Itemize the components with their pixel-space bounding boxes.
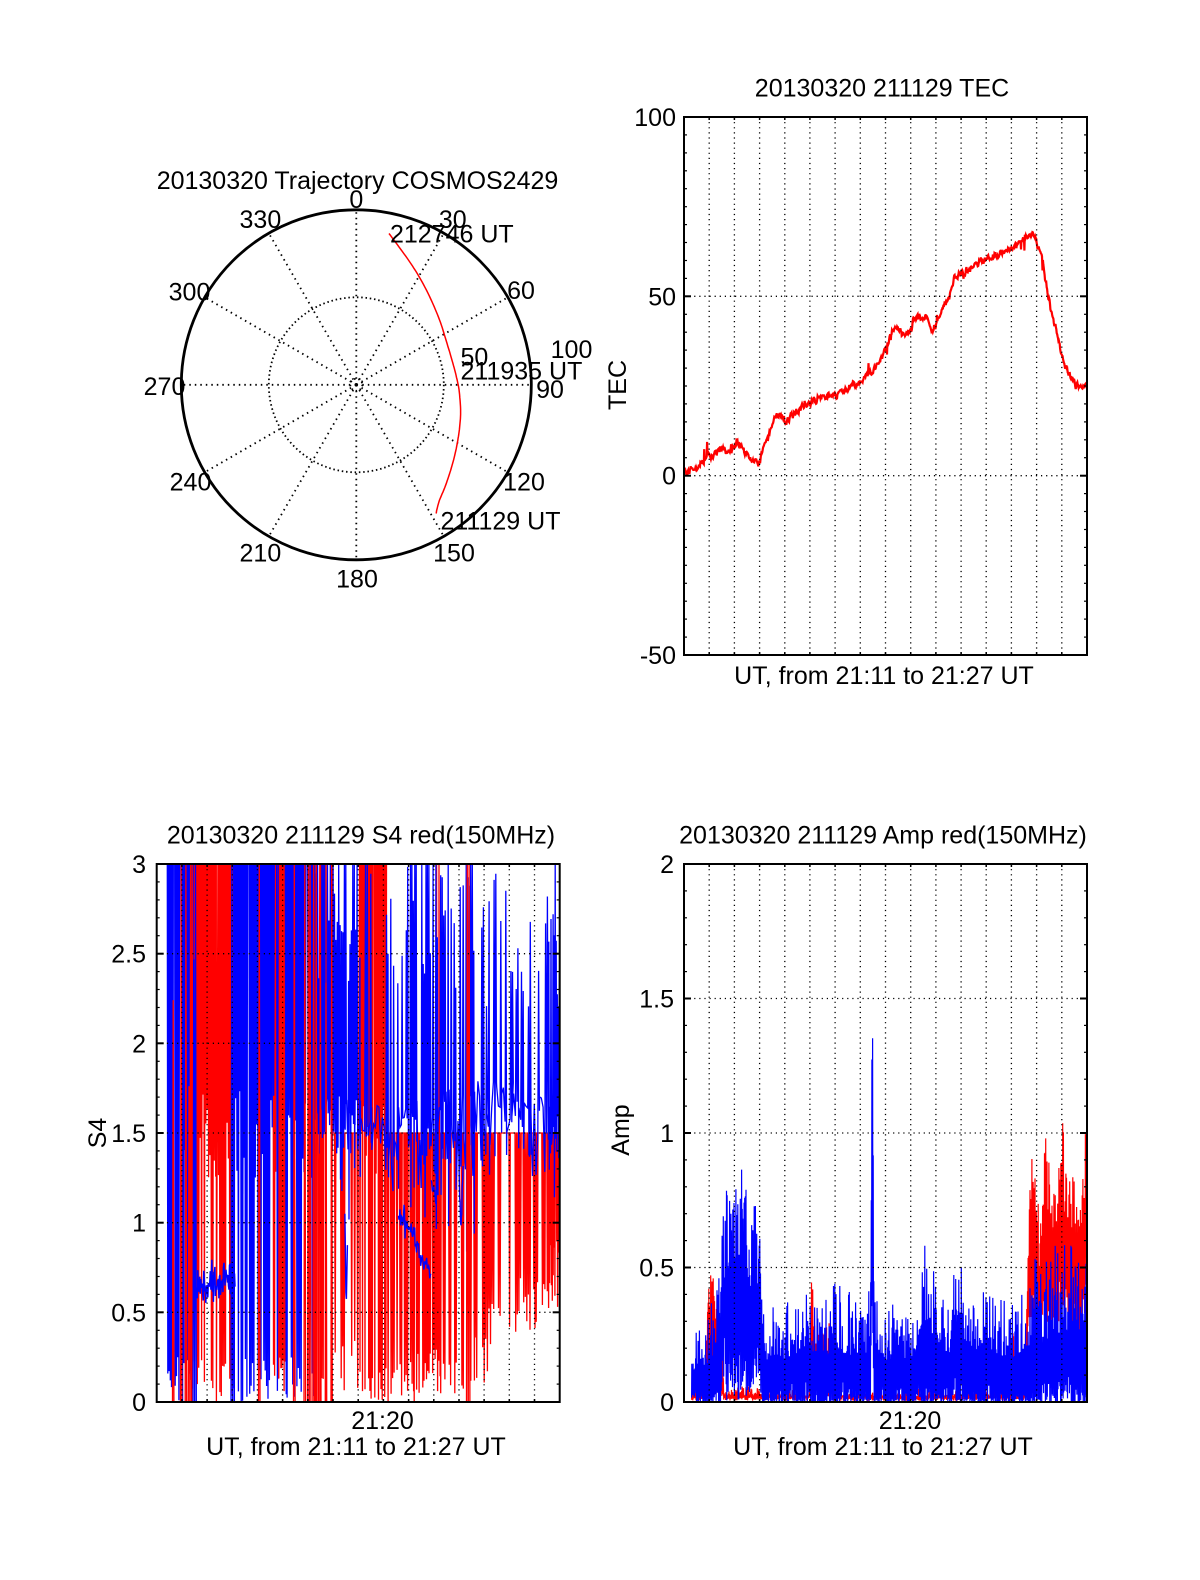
svg-text:0: 0 — [349, 186, 363, 214]
svg-text:2: 2 — [660, 851, 674, 879]
svg-text:100: 100 — [634, 104, 676, 132]
svg-text:3: 3 — [132, 851, 146, 879]
svg-text:210: 210 — [240, 539, 282, 567]
svg-text:50: 50 — [648, 283, 676, 311]
svg-text:150: 150 — [433, 539, 475, 567]
svg-text:20130320 Trajectory COSMOS2429: 20130320 Trajectory COSMOS2429 — [157, 167, 559, 195]
svg-text:UT, from 21:11 to 21:27 UT: UT, from 21:11 to 21:27 UT — [206, 1433, 506, 1461]
svg-text:0.5: 0.5 — [639, 1255, 674, 1283]
svg-text:240: 240 — [170, 469, 212, 497]
svg-text:100: 100 — [551, 336, 593, 364]
svg-text:2: 2 — [132, 1030, 146, 1058]
svg-text:330: 330 — [240, 206, 282, 234]
svg-text:270: 270 — [144, 373, 186, 401]
svg-text:0: 0 — [662, 463, 676, 491]
svg-text:1: 1 — [660, 1120, 674, 1148]
svg-text:60: 60 — [507, 277, 535, 305]
svg-text:UT, from 21:11 to 21:27 UT: UT, from 21:11 to 21:27 UT — [733, 1433, 1033, 1461]
svg-text:212746 UT: 212746 UT — [390, 221, 514, 249]
svg-text:120: 120 — [503, 469, 545, 497]
svg-text:UT, from 21:11 to 21:27 UT: UT, from 21:11 to 21:27 UT — [734, 662, 1034, 690]
svg-text:2.5: 2.5 — [111, 941, 146, 969]
svg-text:20130320 211129 S4 red(150MHz): 20130320 211129 S4 red(150MHz) — [167, 822, 555, 850]
svg-text:211129 UT: 211129 UT — [441, 508, 561, 536]
svg-text:1.5: 1.5 — [639, 986, 674, 1014]
svg-text:21:20: 21:20 — [879, 1407, 942, 1435]
svg-text:180: 180 — [336, 566, 378, 594]
svg-text:90: 90 — [536, 376, 564, 404]
svg-text:TEC: TEC — [604, 360, 632, 410]
svg-text:S4: S4 — [84, 1118, 112, 1149]
svg-text:-50: -50 — [640, 642, 676, 670]
svg-text:21:20: 21:20 — [351, 1407, 414, 1435]
svg-text:1.5: 1.5 — [111, 1120, 146, 1148]
svg-text:20130320 211129 Amp red(150MHz: 20130320 211129 Amp red(150MHz) — [679, 822, 1087, 850]
svg-text:211935 UT: 211935 UT — [461, 358, 583, 386]
svg-text:0: 0 — [660, 1389, 674, 1417]
svg-text:1: 1 — [132, 1210, 146, 1238]
svg-text:20130320 211129 TEC: 20130320 211129 TEC — [755, 75, 1009, 103]
svg-text:300: 300 — [169, 279, 211, 307]
svg-text:0.5: 0.5 — [111, 1299, 146, 1327]
svg-text:30: 30 — [439, 206, 467, 234]
svg-text:Amp: Amp — [607, 1104, 635, 1155]
svg-text:0: 0 — [132, 1389, 146, 1417]
svg-text:50: 50 — [460, 343, 488, 371]
